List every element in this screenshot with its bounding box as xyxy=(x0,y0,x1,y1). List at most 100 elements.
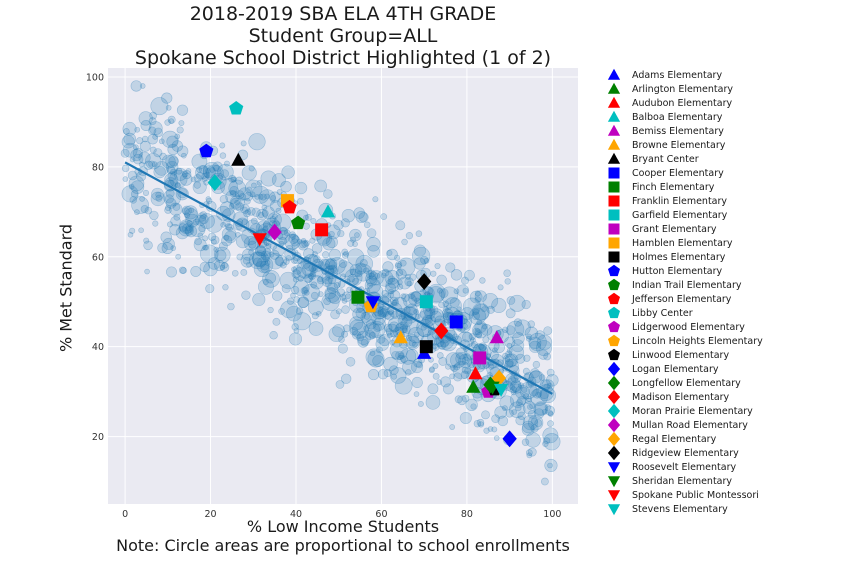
school-bubble xyxy=(376,346,383,354)
school-bubble xyxy=(258,278,274,295)
school-bubble xyxy=(470,403,477,410)
legend-label: Mullan Road Elementary xyxy=(632,419,748,431)
school-bubble xyxy=(207,232,217,241)
school-bubble xyxy=(303,214,309,221)
legend-marker-icon xyxy=(608,320,620,333)
school-bubble xyxy=(251,185,270,204)
school-bubble xyxy=(506,347,513,354)
school-bubble xyxy=(534,419,543,428)
school-bubble xyxy=(374,307,387,319)
school-bubble xyxy=(230,197,242,209)
legend-marker-icon xyxy=(608,348,620,361)
school-bubble xyxy=(121,135,135,149)
school-bubble xyxy=(205,284,215,294)
school-bubble xyxy=(438,356,448,366)
school-bubble xyxy=(389,329,398,338)
school-bubble xyxy=(325,257,338,271)
school-bubble xyxy=(292,267,307,281)
school-bubble xyxy=(487,426,494,432)
legend-marker-icon xyxy=(607,404,621,418)
school-bubble xyxy=(506,360,514,368)
school-bubble xyxy=(349,319,366,336)
school-bubble xyxy=(201,176,208,182)
school-bubble xyxy=(309,274,324,290)
school-bubble xyxy=(129,196,137,204)
school-bubble xyxy=(198,225,206,233)
school-bubble xyxy=(295,307,304,315)
school-bubble xyxy=(526,452,533,459)
school-bubble xyxy=(170,245,177,251)
school-bubble xyxy=(504,278,511,285)
school-bubble xyxy=(396,354,406,364)
school-bubble xyxy=(165,160,179,174)
school-bubble xyxy=(363,325,370,332)
school-bubble xyxy=(464,269,475,281)
legend-marker-icon xyxy=(608,251,620,263)
school-bubble xyxy=(343,324,351,333)
school-bubble xyxy=(210,235,220,245)
school-bubble xyxy=(317,291,324,298)
school-bubble xyxy=(262,206,275,220)
school-bubble xyxy=(471,302,490,321)
legend-marker xyxy=(607,504,621,516)
school-bubble xyxy=(506,296,516,305)
school-bubble xyxy=(406,280,413,287)
school-bubble xyxy=(356,270,363,277)
school-bubble xyxy=(472,304,490,321)
school-bubble xyxy=(504,356,511,363)
school-bubble xyxy=(528,386,539,397)
school-bubble xyxy=(413,309,420,315)
school-bubble xyxy=(243,191,253,202)
school-bubble xyxy=(461,356,470,365)
school-bubble xyxy=(359,259,368,267)
school-bubble xyxy=(389,296,399,306)
legend-item-ridgeview-elementary: Ridgeview Elementary xyxy=(604,446,763,460)
school-bubble xyxy=(207,257,221,270)
school-bubble xyxy=(521,386,528,393)
school-bubble xyxy=(152,220,159,227)
school-bubble xyxy=(197,212,207,222)
school-bubble xyxy=(517,396,527,406)
school-bubble xyxy=(169,202,183,216)
school-bubble xyxy=(222,219,231,227)
school-bubble xyxy=(372,355,385,367)
legend-marker xyxy=(607,418,621,432)
school-bubble xyxy=(314,179,328,193)
legend-marker-icon xyxy=(607,476,621,488)
school-bubble xyxy=(499,395,515,411)
legend-label: Audubon Elementary xyxy=(632,97,733,109)
legend-item-libby-center: Libby Center xyxy=(604,306,763,320)
school-bubble xyxy=(472,322,489,339)
school-bubble xyxy=(413,391,420,397)
school-bubble xyxy=(240,253,255,268)
school-bubble xyxy=(322,251,330,259)
school-bubble xyxy=(461,276,469,285)
school-bubble xyxy=(494,406,507,419)
school-bubble xyxy=(397,352,404,359)
school-bubble xyxy=(132,153,144,165)
school-bubble xyxy=(178,120,185,127)
school-bubble xyxy=(479,277,486,284)
school-bubble xyxy=(252,293,266,307)
school-bubble xyxy=(297,197,304,205)
school-bubble xyxy=(235,234,250,249)
legend-marker-icon xyxy=(608,223,620,235)
school-bubble xyxy=(471,311,480,321)
school-bubble xyxy=(521,422,535,436)
school-bubble xyxy=(445,363,452,370)
school-bubble xyxy=(525,397,532,405)
school-bubble xyxy=(538,349,549,360)
legend-item-franklin-elementary: Franklin Elementary xyxy=(604,194,763,208)
school-bubble xyxy=(529,370,543,384)
x-tick-label: 100 xyxy=(543,509,561,520)
school-bubble xyxy=(256,256,274,274)
school-bubble xyxy=(387,291,395,299)
school-bubble xyxy=(455,347,468,360)
school-bubble xyxy=(148,126,157,135)
school-bubble xyxy=(474,328,482,336)
school-bubble xyxy=(304,274,313,283)
school-bubble xyxy=(121,185,139,203)
school-bubble xyxy=(292,276,299,283)
school-bubble xyxy=(206,197,213,205)
